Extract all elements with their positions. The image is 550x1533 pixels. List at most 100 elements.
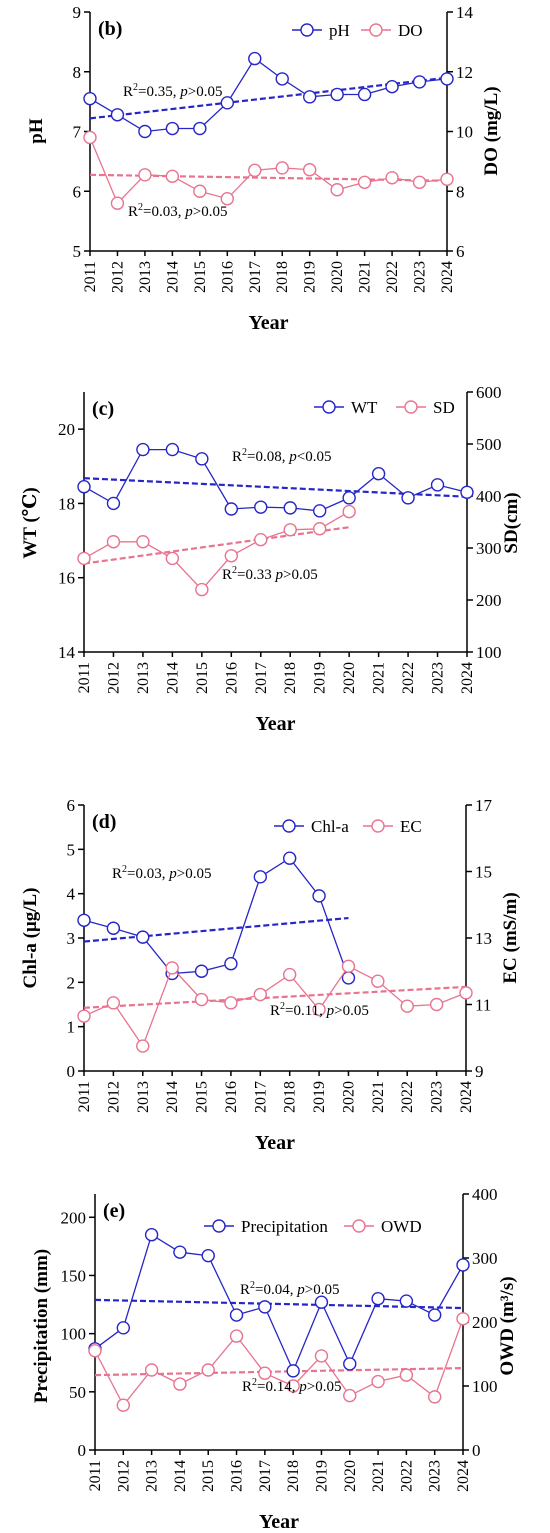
y-tick-label-left: 3 (67, 929, 76, 948)
x-tick-label: 2015 (194, 662, 211, 694)
data-point (456, 1312, 470, 1326)
x-tick-label: 2018 (282, 662, 299, 694)
y-tick-label-left: 9 (73, 3, 82, 22)
legend-label: pH (329, 21, 350, 40)
legend-label: Chl-a (311, 817, 349, 836)
data-point (430, 478, 445, 492)
y-tick-label-right: 0 (472, 1441, 481, 1460)
data-point (106, 996, 121, 1010)
x-tick-label: 2021 (370, 1081, 387, 1113)
data-point (275, 72, 289, 86)
data-point (283, 501, 297, 515)
r2-annotation: R2=0.08, p<0.05 (232, 447, 331, 465)
data-point (429, 997, 444, 1012)
y-axis-title-left: Precipitation (mm) (31, 1249, 52, 1403)
data-point (412, 75, 427, 89)
x-tick-label: 2016 (219, 261, 236, 293)
x-tick-label: 2012 (105, 1081, 122, 1113)
x-tick-label: 2014 (172, 1460, 189, 1492)
data-point (106, 921, 121, 935)
y-tick-label-right: 6 (456, 242, 465, 261)
data-point (193, 121, 207, 136)
x-tick-label: 2024 (439, 261, 456, 293)
y-tick-label-right: 500 (476, 435, 502, 454)
x-axis-title: Year (256, 713, 296, 735)
y-tick-label-left: 8 (73, 63, 82, 82)
data-point (401, 491, 415, 505)
legend-label: OWD (381, 1217, 422, 1236)
data-point (371, 974, 385, 988)
x-tick-label: 2017 (253, 662, 270, 694)
r2-annotation: R2=0.03, p>0.05 (112, 864, 211, 882)
data-point (144, 1228, 159, 1242)
data-point (286, 1364, 300, 1378)
x-tick-label: 2022 (400, 662, 417, 694)
x-tick-label: 2019 (311, 1081, 328, 1113)
data-point (116, 1398, 131, 1412)
r2-annotation: R2=0.04, p>0.05 (240, 1280, 339, 1298)
y-tick-label-right: 12 (456, 63, 473, 82)
y-tick-label-left: 0 (78, 1441, 87, 1460)
series-line (83, 511, 350, 591)
data-point (136, 930, 150, 944)
data-point (258, 1366, 272, 1380)
y-tick-label-right: 13 (475, 929, 492, 948)
data-point (286, 1379, 300, 1393)
data-point (248, 163, 262, 178)
data-point (77, 913, 91, 927)
y-axis-title-left: Chl-a (μg/L) (20, 887, 41, 988)
x-tick-label: 2022 (384, 261, 401, 293)
legend-marker (212, 1219, 226, 1233)
data-point (248, 51, 262, 66)
x-tick-label: 2011 (82, 261, 99, 292)
x-tick-label: 2023 (412, 261, 429, 293)
data-point (165, 442, 180, 457)
series-line (83, 857, 350, 979)
x-tick-label: 2015 (192, 261, 209, 293)
data-point (371, 1292, 385, 1306)
data-point (254, 532, 268, 547)
data-point (312, 889, 326, 903)
x-tick-label: 2012 (109, 261, 126, 293)
x-tick-label: 2021 (357, 261, 374, 293)
data-point (330, 87, 344, 102)
r2-annotation: R2=0.11, p>0.05 (270, 1001, 369, 1019)
data-point (144, 1363, 159, 1377)
data-point (224, 549, 239, 563)
y-tick-label-left: 20 (58, 420, 75, 439)
y-tick-label-left: 16 (58, 569, 75, 588)
data-point (173, 1245, 187, 1259)
x-axis-title: Year (255, 1132, 295, 1154)
data-point (165, 121, 180, 136)
x-tick-label: 2020 (341, 662, 358, 694)
y-tick-label-left: 150 (61, 1266, 87, 1285)
data-point (357, 87, 372, 102)
legend-marker (352, 1219, 366, 1233)
data-point (83, 91, 97, 106)
y-axis-title-right: OWD (m³/s) (497, 1276, 518, 1375)
x-tick-label: 2024 (458, 1081, 475, 1113)
y-tick-label-right: 15 (475, 863, 492, 882)
x-tick-label: 2015 (194, 1081, 211, 1113)
data-point (136, 535, 150, 549)
y-tick-label-right: 14 (456, 3, 474, 22)
legend-label: EC (400, 817, 422, 836)
legend-marker (322, 400, 336, 414)
data-point (254, 500, 268, 514)
x-tick-label: 2013 (135, 662, 152, 694)
x-tick-label: 2012 (105, 662, 122, 694)
x-tick-label: 2017 (247, 261, 264, 293)
y-axis-title-right: SD(cm) (501, 492, 522, 553)
data-point (342, 504, 356, 519)
x-tick-label: 2016 (223, 1081, 240, 1113)
y-tick-label-left: 0 (67, 1062, 76, 1081)
data-point (341, 959, 356, 973)
x-tick-label: 2020 (340, 1081, 357, 1113)
y-tick-label-right: 300 (476, 539, 502, 558)
x-tick-label: 2020 (342, 1460, 359, 1492)
data-point (399, 1294, 414, 1308)
y-tick-label-right: 100 (472, 1377, 498, 1396)
trend-line (83, 916, 349, 943)
data-point (195, 582, 209, 597)
